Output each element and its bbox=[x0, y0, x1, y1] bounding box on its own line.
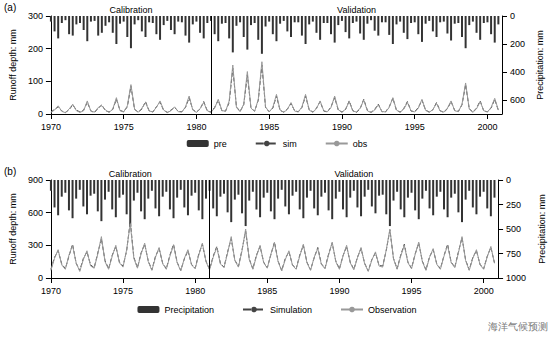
svg-text:Precipitation: mm: Precipitation: mm bbox=[537, 194, 547, 264]
svg-text:300: 300 bbox=[28, 11, 43, 21]
svg-text:1995: 1995 bbox=[402, 286, 422, 296]
svg-text:900: 900 bbox=[28, 175, 43, 185]
svg-text:1980: 1980 bbox=[185, 286, 205, 296]
svg-text:2000: 2000 bbox=[477, 122, 497, 132]
svg-text:(b): (b) bbox=[4, 166, 16, 177]
svg-text:(a): (a) bbox=[4, 2, 16, 13]
svg-text:600: 600 bbox=[510, 95, 525, 105]
svg-text:Calibration: Calibration bbox=[109, 169, 152, 179]
svg-text:Precipitation: mm: Precipitation: mm bbox=[535, 30, 545, 100]
svg-text:1985: 1985 bbox=[257, 286, 277, 296]
svg-text:1000: 1000 bbox=[506, 273, 526, 283]
svg-text:Validation: Validation bbox=[334, 169, 373, 179]
svg-text:1995: 1995 bbox=[405, 122, 425, 132]
svg-text:1980: 1980 bbox=[186, 122, 206, 132]
svg-text:250: 250 bbox=[506, 200, 521, 210]
svg-text:1970: 1970 bbox=[41, 286, 61, 296]
svg-text:750: 750 bbox=[506, 249, 521, 259]
svg-text:600: 600 bbox=[28, 208, 43, 218]
svg-text:500: 500 bbox=[506, 224, 521, 234]
svg-text:Calibration: Calibration bbox=[109, 5, 152, 15]
svg-text:Precipitation: Precipitation bbox=[164, 305, 214, 315]
svg-text:0: 0 bbox=[510, 11, 515, 21]
svg-text:Runoff depth: mm: Runoff depth: mm bbox=[8, 29, 18, 100]
svg-text:Simulation: Simulation bbox=[270, 305, 312, 315]
svg-text:300: 300 bbox=[28, 240, 43, 250]
svg-text:0: 0 bbox=[38, 109, 43, 119]
svg-text:0: 0 bbox=[38, 273, 43, 283]
svg-text:1990: 1990 bbox=[329, 286, 349, 296]
svg-text:1990: 1990 bbox=[332, 122, 352, 132]
svg-text:1985: 1985 bbox=[259, 122, 279, 132]
svg-text:Observation: Observation bbox=[368, 305, 417, 315]
svg-text:pre: pre bbox=[214, 139, 227, 149]
svg-text:0: 0 bbox=[506, 175, 511, 185]
svg-text:sim: sim bbox=[283, 139, 297, 149]
svg-text:1975: 1975 bbox=[113, 286, 133, 296]
svg-text:400: 400 bbox=[510, 67, 525, 77]
svg-text:海洋气候预测: 海洋气候预测 bbox=[488, 321, 548, 332]
svg-text:obs: obs bbox=[353, 139, 368, 149]
svg-text:2000: 2000 bbox=[474, 286, 494, 296]
svg-text:1975: 1975 bbox=[114, 122, 134, 132]
svg-text:200: 200 bbox=[28, 44, 43, 54]
svg-text:100: 100 bbox=[28, 76, 43, 86]
svg-text:Runoff depth: mm: Runoff depth: mm bbox=[8, 193, 18, 264]
svg-text:Validation: Validation bbox=[337, 5, 376, 15]
svg-text:1970: 1970 bbox=[41, 122, 61, 132]
svg-text:200: 200 bbox=[510, 39, 525, 49]
